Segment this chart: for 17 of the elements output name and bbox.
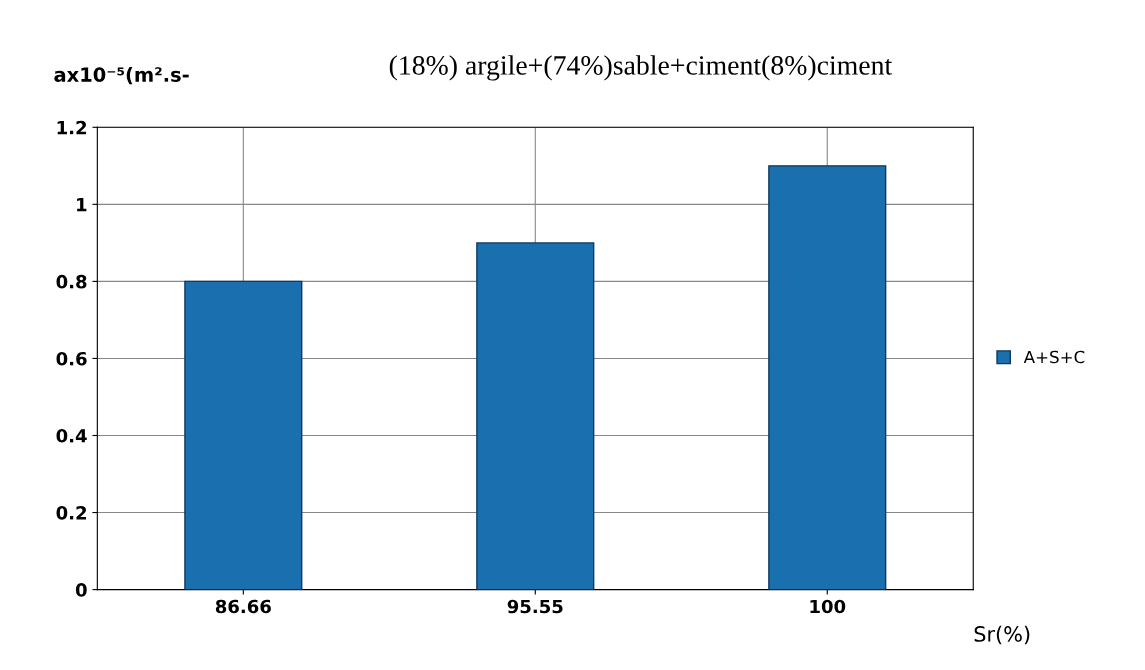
y-tick-label: 0.8 <box>56 274 87 289</box>
y-tick-label: 0 <box>75 583 87 597</box>
chart-title: (18%) argile+(74%)sable+ciment(8%)ciment <box>389 55 893 81</box>
bar <box>476 242 595 590</box>
x-tick-label: 86.66 <box>215 599 271 614</box>
y-tick-label: 1 <box>77 198 87 212</box>
x-tick-label: 100 <box>810 599 846 614</box>
y-tick-label: 1.2 <box>57 120 87 135</box>
x-tick-label: 95.55 <box>507 599 563 614</box>
legend-label: A+S+C <box>1023 350 1085 364</box>
y-axis-title: ax10⁻⁵(m².s- <box>54 66 189 85</box>
y-tick-label: 0.6 <box>56 351 87 366</box>
x-axis-title: Sr(%) <box>974 625 1030 645</box>
bar <box>768 165 887 590</box>
bar <box>184 280 303 590</box>
y-tick-label: 0.2 <box>56 506 87 520</box>
y-tick-label: 0.4 <box>56 428 87 443</box>
